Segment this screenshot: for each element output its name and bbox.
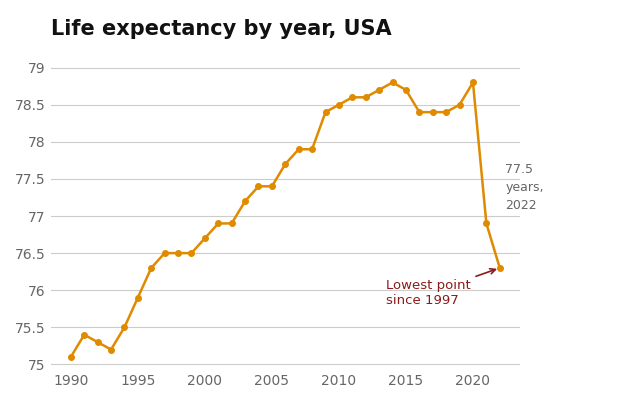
Text: Lowest point
since 1997: Lowest point since 1997 (386, 269, 495, 307)
Text: 77.5
years,
2022: 77.5 years, 2022 (505, 163, 543, 212)
Text: Life expectancy by year, USA: Life expectancy by year, USA (51, 19, 391, 39)
